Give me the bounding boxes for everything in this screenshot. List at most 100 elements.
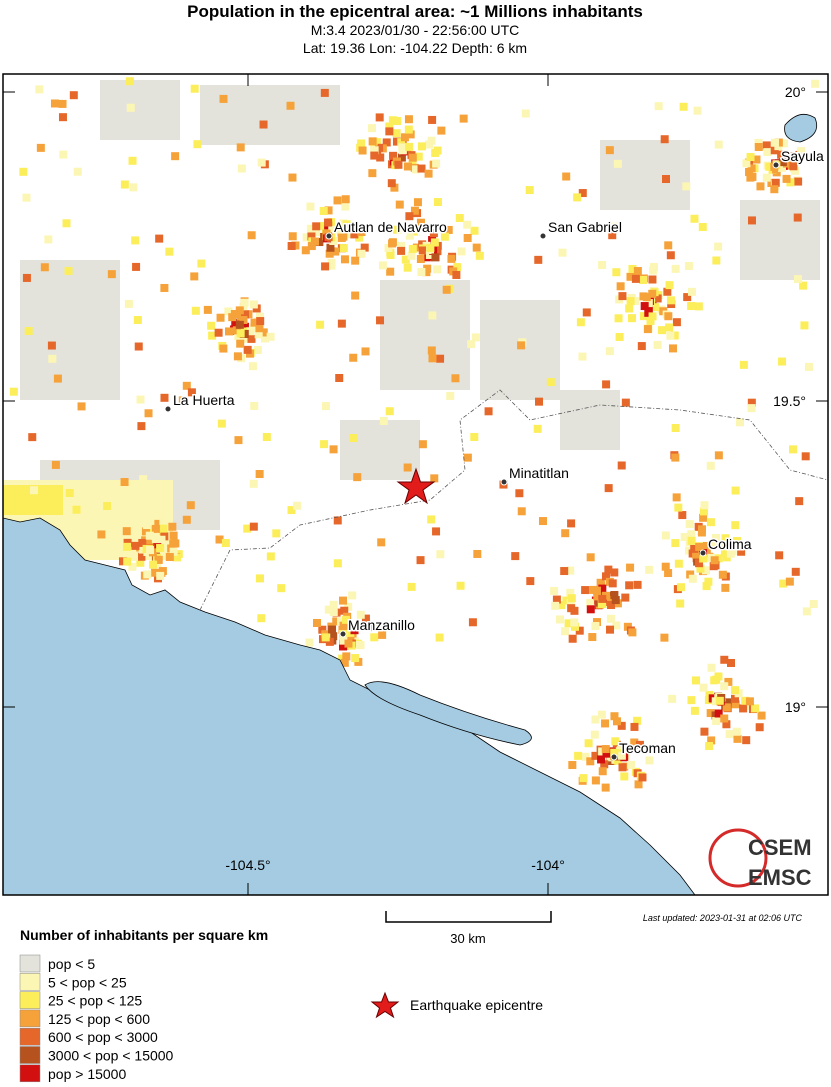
population-cell xyxy=(752,155,761,164)
population-cell xyxy=(62,219,71,228)
population-cell xyxy=(695,559,704,568)
population-cell xyxy=(355,640,364,649)
population-cell xyxy=(312,228,321,237)
population-cell xyxy=(367,124,376,133)
population-cell xyxy=(146,546,155,555)
population-cell xyxy=(715,696,724,705)
population-cell xyxy=(621,398,630,407)
population-cell xyxy=(370,151,379,160)
population-cell xyxy=(249,479,258,488)
population-cell xyxy=(762,141,771,150)
population-cell xyxy=(692,676,701,685)
population-cell xyxy=(427,346,436,355)
title: Population in the epicentral area: ~1 Mi… xyxy=(187,2,643,21)
population-cell xyxy=(579,774,588,783)
population-cell xyxy=(408,244,417,253)
population-cell xyxy=(566,566,575,575)
population-cell xyxy=(329,608,338,617)
population-cell xyxy=(124,299,133,308)
population-cell xyxy=(586,757,595,766)
subtitle: M:3.4 2023/01/30 - 22:56:00 UTC xyxy=(311,22,520,38)
population-cell xyxy=(403,463,412,472)
population-cell xyxy=(44,235,53,244)
population-cell xyxy=(699,513,708,522)
population-cell xyxy=(578,352,587,361)
scale-label: 30 km xyxy=(450,931,485,946)
population-cell xyxy=(687,287,696,296)
subtitle: Lat: 19.36 Lon: -104.22 Depth: 6 km xyxy=(303,40,527,56)
population-cell xyxy=(131,236,140,245)
population-cell xyxy=(340,658,349,667)
population-cell xyxy=(586,553,595,562)
population-cell xyxy=(626,563,635,572)
population-cell xyxy=(455,214,464,223)
population-cell xyxy=(551,601,560,610)
population-cell xyxy=(86,485,95,494)
population-cell xyxy=(165,247,174,256)
population-cell xyxy=(340,255,349,264)
population-cell xyxy=(633,580,642,589)
population-cell xyxy=(697,525,706,534)
population-cell xyxy=(692,550,701,559)
population-cell xyxy=(456,581,465,590)
population-cell xyxy=(272,529,281,538)
population-cell xyxy=(725,698,734,707)
population-cell xyxy=(794,177,803,186)
population-cell xyxy=(154,519,163,528)
population-cell xyxy=(598,594,607,603)
population-cell xyxy=(720,682,729,691)
population-cell xyxy=(671,264,680,273)
population-cell xyxy=(590,730,599,739)
population-cell xyxy=(416,556,425,565)
population-cell xyxy=(628,314,637,323)
population-cell xyxy=(266,332,275,341)
population-cell xyxy=(535,397,544,406)
population-cell xyxy=(351,291,360,300)
population-cell xyxy=(538,517,547,526)
population-cell xyxy=(156,544,165,553)
population-cell xyxy=(126,103,135,112)
city-dot xyxy=(772,161,780,169)
population-cell xyxy=(219,344,228,353)
population-cell xyxy=(785,152,794,161)
city-dot xyxy=(699,549,707,557)
population-cell xyxy=(329,600,338,609)
population-cell xyxy=(333,196,342,205)
population-cell xyxy=(612,621,621,630)
population-cell xyxy=(598,260,607,269)
population-cell xyxy=(626,272,635,281)
population-cell xyxy=(315,238,324,247)
population-cell xyxy=(702,541,711,550)
population-cell xyxy=(193,140,202,149)
legend-label: 3000 < pop < 15000 xyxy=(48,1048,174,1064)
population-cell xyxy=(97,530,106,539)
population-cell xyxy=(625,581,634,590)
population-cell xyxy=(742,736,751,745)
population-cell xyxy=(698,223,707,232)
city-dot xyxy=(339,630,347,638)
map-frame xyxy=(2,73,829,896)
population-cell xyxy=(142,521,151,530)
population-cell xyxy=(186,501,195,510)
population-cell xyxy=(134,342,143,351)
population-cell xyxy=(157,535,166,544)
population-cell xyxy=(236,339,245,348)
population-cell xyxy=(679,102,688,111)
population-cell xyxy=(731,521,740,530)
population-cell xyxy=(145,531,154,540)
population-cell xyxy=(333,559,342,568)
population-cell xyxy=(746,153,755,162)
population-cell xyxy=(255,470,264,479)
population-cell xyxy=(427,136,436,145)
population-cell xyxy=(795,497,804,506)
population-cell xyxy=(344,639,353,648)
population-cell xyxy=(588,633,597,642)
population-cell xyxy=(680,533,689,542)
legend-label: 125 < pop < 600 xyxy=(48,1011,150,1027)
population-cell xyxy=(253,345,262,354)
population-cell xyxy=(665,323,674,332)
population-cell xyxy=(777,150,786,159)
population-cell xyxy=(228,313,237,322)
population-cell xyxy=(417,267,426,276)
population-cell xyxy=(411,165,420,174)
